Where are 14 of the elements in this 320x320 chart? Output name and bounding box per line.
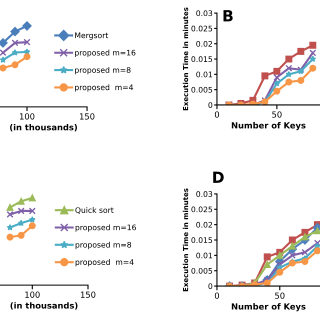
x-tick-label: 100 (25, 292, 40, 298)
chart-title: B (224, 10, 233, 22)
x-tick-label: 50 (272, 111, 282, 118)
x-tick-label: 150 (80, 113, 94, 120)
x-tick-label: 0 (214, 292, 220, 299)
chart-title: D (213, 172, 224, 183)
x-axis-title: Number of Keys (232, 122, 306, 130)
x-axis-title: (in thousands) (10, 302, 78, 310)
x-axis-title: (in thousands) (10, 124, 77, 132)
x-tick-label: 100 (20, 113, 34, 120)
x-tick-label: 50 (275, 292, 285, 299)
x-tick-label: 150 (80, 292, 96, 298)
x-tick-label: 0 (214, 111, 220, 118)
x-axis-title: Number of Keys (232, 303, 306, 312)
